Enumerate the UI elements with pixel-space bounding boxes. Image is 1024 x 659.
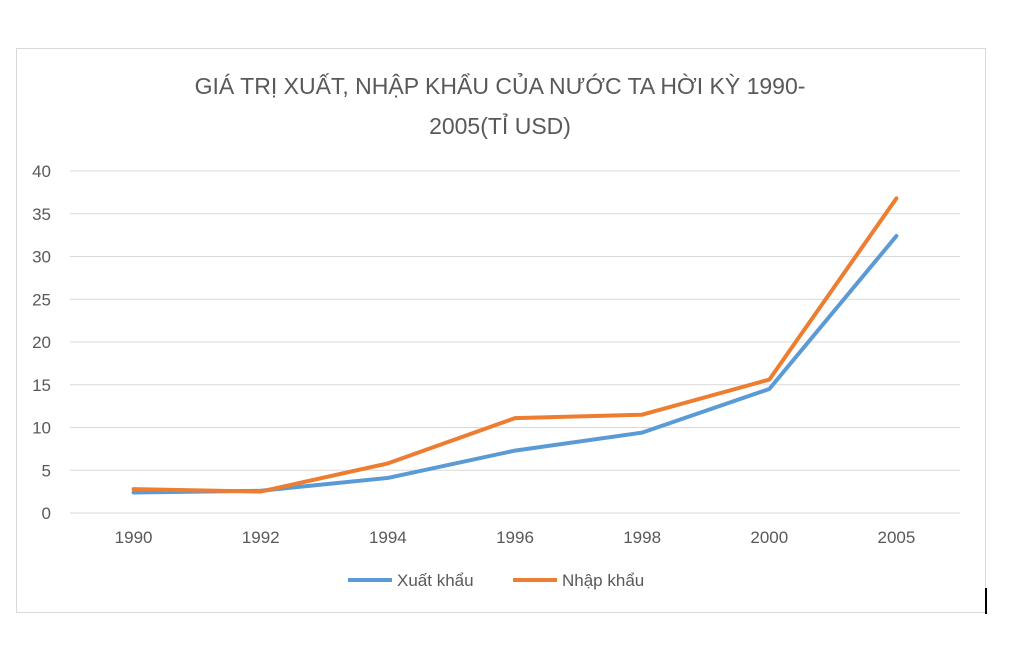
y-tick-label: 30 — [32, 248, 51, 267]
x-tick-label: 1990 — [115, 528, 153, 547]
y-axis-ticks: 0 5 10 15 20 25 30 35 40 — [32, 162, 51, 523]
x-tick-label: 2005 — [878, 528, 916, 547]
chart-title-line2: 2005(TỈ USD) — [429, 111, 571, 139]
x-tick-label: 1998 — [623, 528, 661, 547]
x-tick-label: 1992 — [242, 528, 280, 547]
x-tick-label: 1996 — [496, 528, 534, 547]
x-tick-label: 2000 — [750, 528, 788, 547]
y-tick-label: 0 — [42, 504, 51, 523]
y-tick-label: 15 — [32, 376, 51, 395]
y-tick-label: 5 — [42, 461, 51, 480]
series-lines — [131, 196, 899, 495]
x-tick-label: 1994 — [369, 528, 407, 547]
y-tick-label: 10 — [32, 419, 51, 438]
series-line-1 — [131, 196, 899, 494]
y-tick-label: 20 — [32, 333, 51, 352]
legend-label: Nhập khẩu — [562, 571, 644, 590]
chart-title-line1: GIÁ TRỊ XUẤT, NHẬP KHẨU CỦA NƯỚC TA HỜI … — [195, 71, 806, 99]
gridlines — [70, 170, 960, 514]
y-tick-label: 35 — [32, 205, 51, 224]
x-axis-ticks: 1990 1992 1994 1996 1998 2000 2005 — [115, 528, 916, 547]
y-tick-label: 25 — [32, 290, 51, 309]
legend: Xuất khẩu Nhập khẩu — [348, 571, 644, 590]
legend-label: Xuất khẩu — [397, 571, 474, 590]
text-cursor-mark — [985, 588, 987, 614]
chart-frame — [16, 48, 986, 613]
y-tick-label: 40 — [32, 162, 51, 181]
